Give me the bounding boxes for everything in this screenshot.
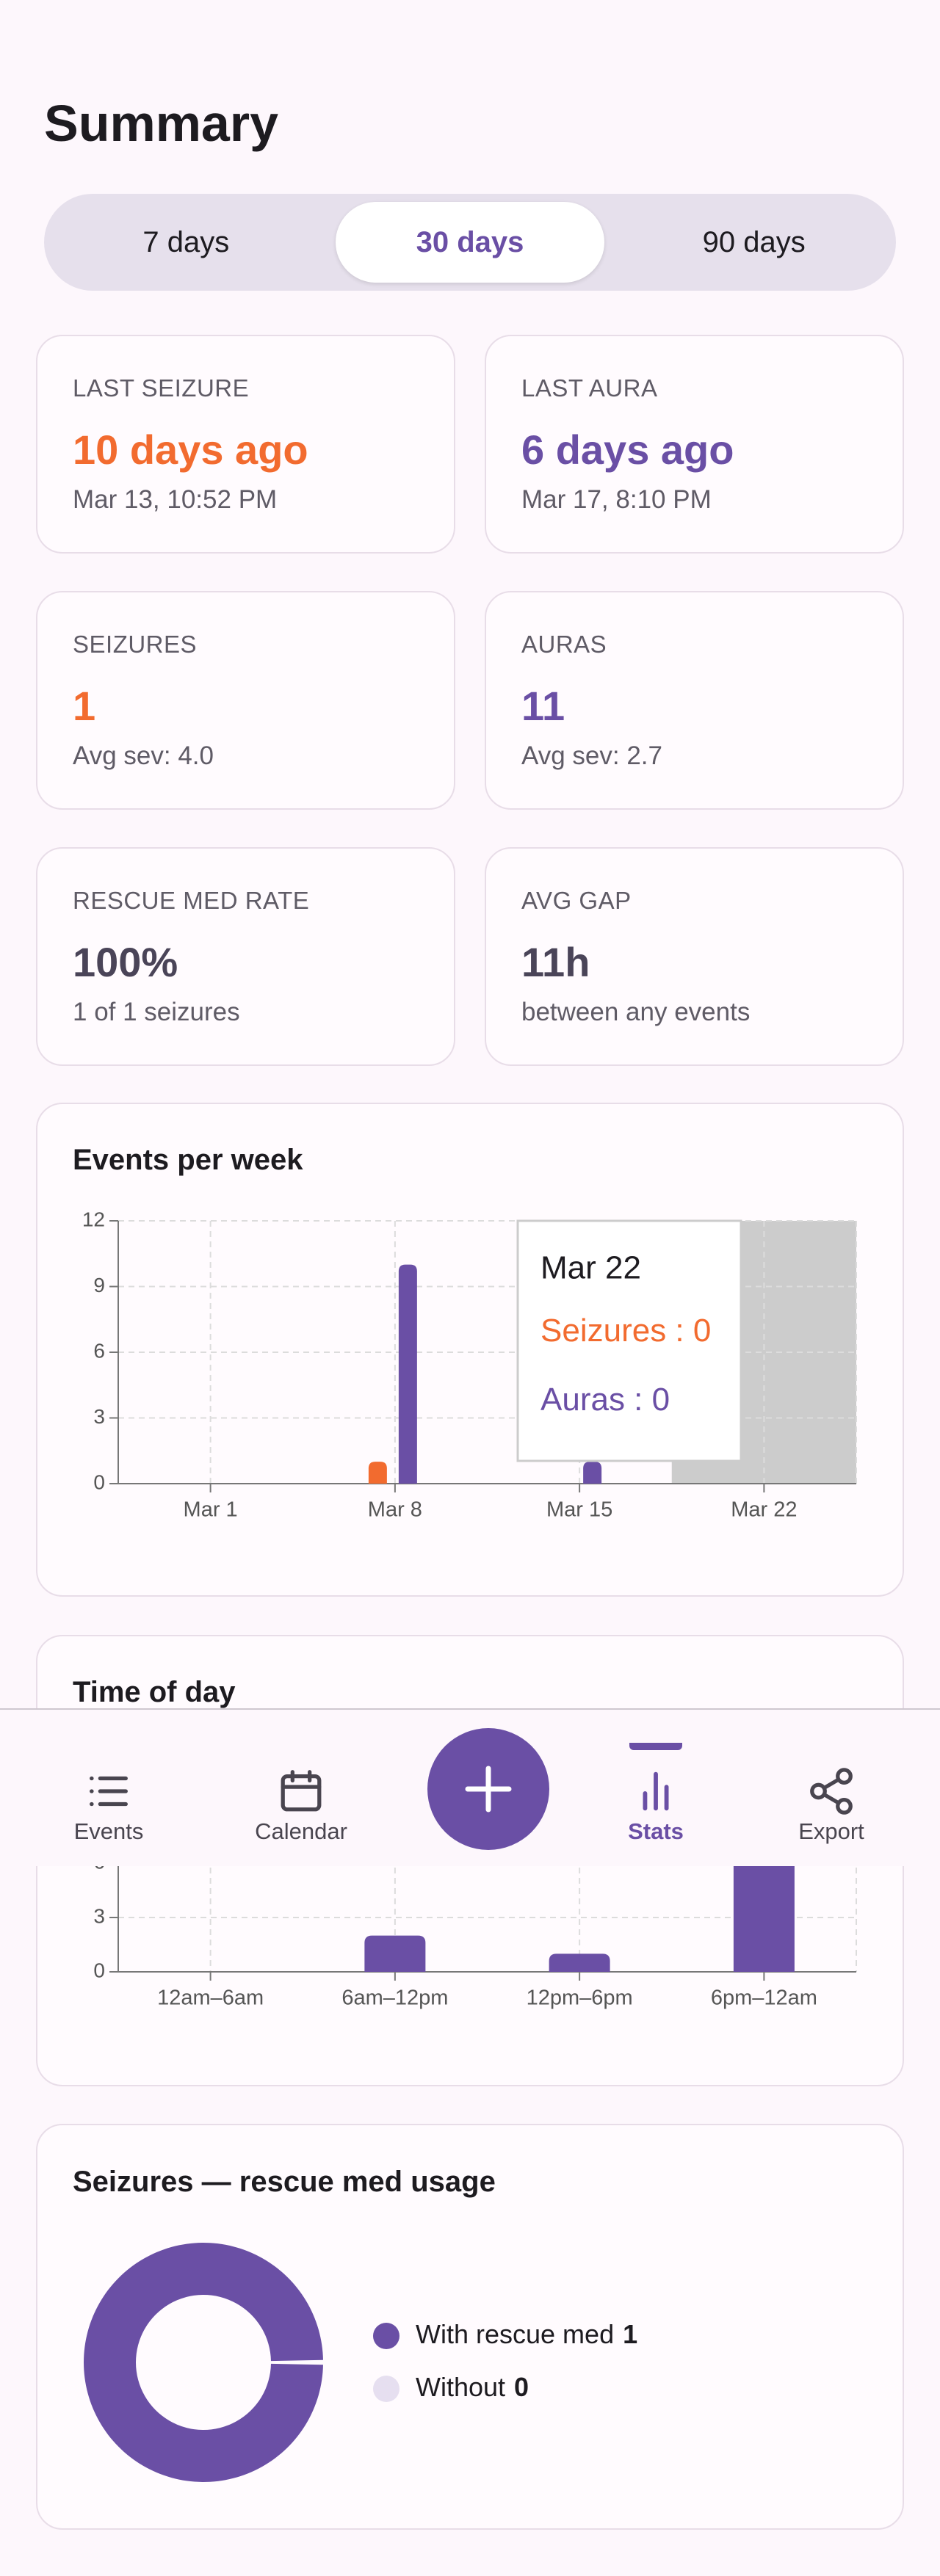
nav-label[interactable]: Export bbox=[798, 1818, 864, 1844]
nav-label[interactable]: Stats bbox=[628, 1818, 684, 1844]
stat-value: 6 days ago bbox=[521, 427, 734, 473]
card-title: Events per week bbox=[73, 1144, 303, 1176]
stat-card: SEIZURES 1 Avg sev: 4.0 bbox=[36, 591, 455, 810]
stat-value: 11h bbox=[521, 939, 590, 985]
stat-card: AVG GAP 11h between any events bbox=[485, 847, 904, 1066]
stat-value: 10 days ago bbox=[73, 427, 308, 473]
stat-label: LAST SEIZURE bbox=[73, 374, 250, 402]
stat-value: 100% bbox=[73, 939, 178, 985]
stat-label: RESCUE MED RATE bbox=[73, 887, 310, 914]
chart-card: Events per week bbox=[36, 1103, 904, 1597]
stat-label: AVG GAP bbox=[521, 887, 632, 914]
bottom-nav: Events Calendar Stats Export bbox=[0, 1708, 940, 1866]
stat-label: LAST AURA bbox=[521, 374, 658, 402]
calendar-icon[interactable] bbox=[275, 1766, 327, 1817]
nav-label[interactable]: Calendar bbox=[255, 1818, 347, 1844]
range-tab[interactable]: 90 days bbox=[702, 226, 806, 258]
events-icon[interactable] bbox=[83, 1766, 134, 1817]
stat-detail: Avg sev: 4.0 bbox=[73, 741, 214, 770]
stat-detail: 1 of 1 seizures bbox=[73, 998, 240, 1026]
export-icon[interactable] bbox=[806, 1766, 857, 1817]
card-title: Seizures — rescue med usage bbox=[73, 2166, 496, 2198]
range-tabs: 7 days 30 days 90 days bbox=[44, 194, 896, 291]
chart-card: Seizures — rescue med usage bbox=[36, 2124, 904, 2530]
nav-label[interactable]: Events bbox=[73, 1818, 144, 1844]
stat-card: LAST SEIZURE 10 days ago Mar 13, 10:52 PM bbox=[36, 335, 455, 554]
stat-card: RESCUE MED RATE 100% 1 of 1 seizures bbox=[36, 847, 455, 1066]
add-button[interactable] bbox=[427, 1728, 549, 1850]
page-title: Summary bbox=[44, 95, 279, 152]
stat-detail: Mar 13, 10:52 PM bbox=[73, 485, 278, 514]
stat-label: AURAS bbox=[521, 631, 607, 658]
stat-value: 1 bbox=[73, 683, 96, 729]
card-title: Time of day bbox=[73, 1676, 236, 1708]
range-tab[interactable]: 7 days bbox=[142, 226, 230, 258]
active-indicator bbox=[629, 1743, 682, 1750]
stat-detail: between any events bbox=[521, 998, 751, 1026]
selected-pill bbox=[335, 202, 605, 283]
stat-label: SEIZURES bbox=[73, 631, 198, 658]
range-tab[interactable]: 30 days bbox=[416, 226, 524, 258]
stats-icon[interactable] bbox=[630, 1766, 682, 1817]
stat-card: LAST AURA 6 days ago Mar 17, 8:10 PM bbox=[485, 335, 904, 554]
stat-detail: Avg sev: 2.7 bbox=[521, 741, 662, 770]
stat-detail: Mar 17, 8:10 PM bbox=[521, 485, 712, 514]
stat-value: 11 bbox=[521, 683, 565, 729]
stat-card: AURAS 11 Avg sev: 2.7 bbox=[485, 591, 904, 810]
